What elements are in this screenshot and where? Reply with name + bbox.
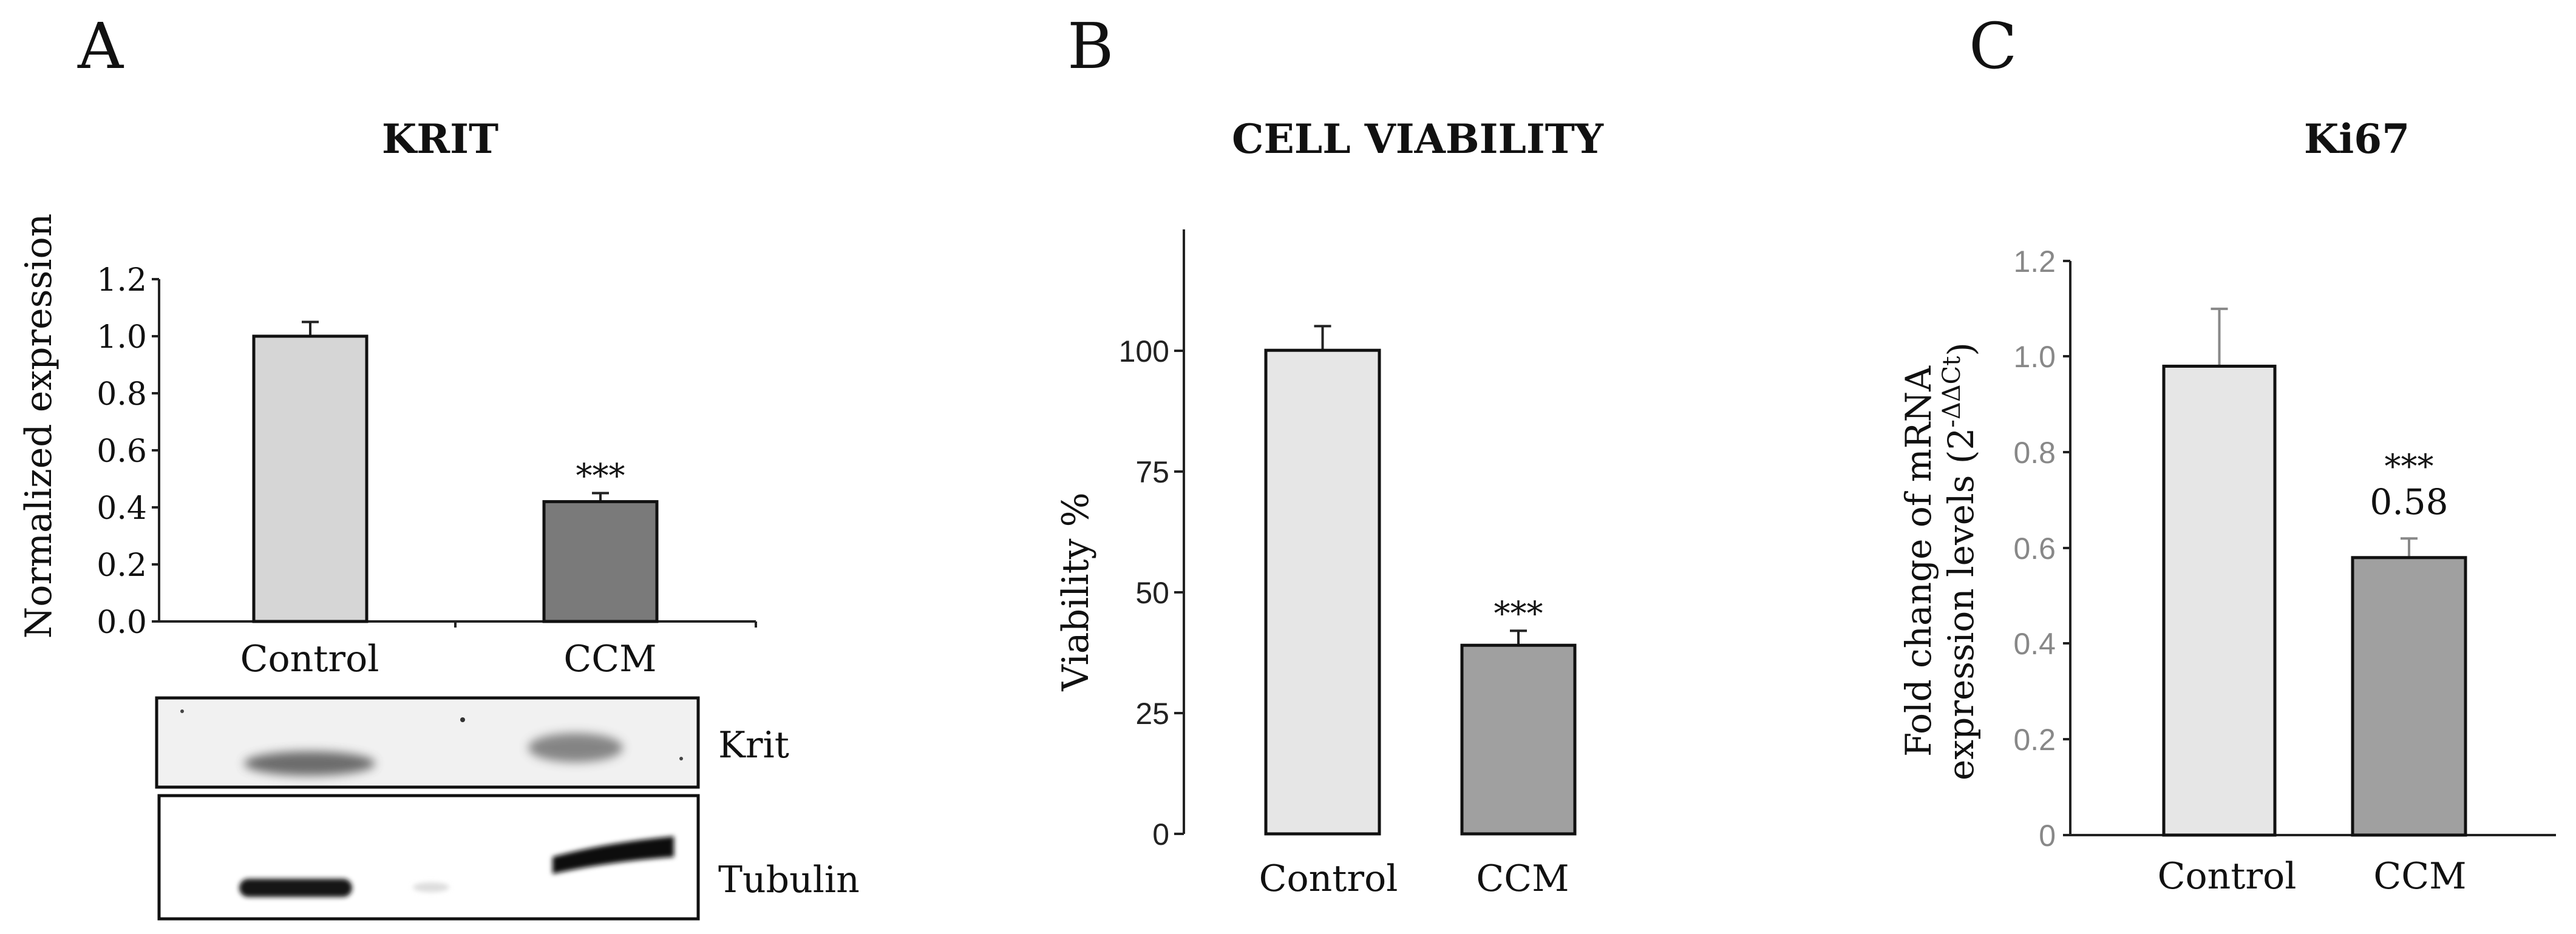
y-tick-label: 75	[1135, 455, 1169, 489]
y-axis-ticks: 0.0 0.2 0.4 0.6 0.8 1.0 1.2	[97, 262, 159, 641]
y-tick-label: 50	[1135, 576, 1169, 610]
y-tick: 1.0	[97, 319, 159, 356]
y-tick: 0.8	[2013, 436, 2070, 470]
chart-title: Ki67	[2304, 115, 2410, 163]
bar-group-ccm: *** CCM	[1460, 594, 1577, 900]
chart-title: CELL VIABILITY	[1232, 115, 1604, 163]
bar-ccm	[1460, 643, 1577, 836]
blot-band	[239, 879, 352, 897]
bar-ccm	[2351, 556, 2467, 837]
y-axis-ticks: 0 25 50 75 100	[1119, 334, 1184, 851]
y-tick-label: 0.2	[2013, 723, 2056, 757]
y-tick-label: 0.6	[97, 433, 147, 470]
blot-label-tubulin: Tubulin	[718, 859, 860, 901]
bar-control	[252, 334, 369, 623]
western-blot: Krit Tubulin	[155, 696, 860, 921]
y-tick: 75	[1135, 455, 1184, 489]
x-tick-label-control: Control	[2158, 855, 2297, 898]
blot-speck	[460, 717, 465, 722]
blot-band	[552, 836, 674, 874]
y-tick: 0.4	[97, 490, 159, 527]
y-tick-label: 1.0	[97, 319, 147, 356]
y-axis-label-line-2: expression levels (2-ΔΔCt)	[1938, 342, 1982, 780]
y-tick: 50	[1135, 576, 1184, 610]
chart-title: KRIT	[382, 115, 498, 163]
y-tick-label: 1.0	[2013, 340, 2056, 374]
blot-label-krit: Krit	[718, 724, 789, 766]
panel-a-krit: KRIT Normalized expression 0.0 0.2 0.4 0…	[18, 115, 860, 921]
y-tick: 0	[1152, 817, 1184, 851]
y-tick-label: 0.8	[2013, 436, 2056, 470]
panel-letter-a: A	[77, 9, 124, 83]
y-tick-label: 0.4	[97, 490, 147, 527]
y-axis-label-line-1: Fold change of mRNA	[1898, 365, 1939, 757]
bar-ccm	[542, 500, 659, 623]
bar-control	[1264, 348, 1381, 836]
y-tick-label: 0.8	[97, 376, 147, 413]
y-tick: 0.6	[97, 433, 159, 470]
bar-group-control: Control	[240, 320, 379, 680]
x-tick-label-control: Control	[240, 638, 379, 680]
blot-strip-tubulin: Tubulin	[157, 794, 860, 921]
blot-speck	[679, 757, 683, 760]
y-tick: 25	[1135, 697, 1184, 731]
panel-b-cell-viability: CELL VIABILITY Viability % 0 25 50 75 10…	[1055, 115, 1604, 900]
y-tick-label: 0.0	[97, 604, 147, 641]
panel-letter-b: B	[1067, 9, 1113, 83]
bar-group-control: Control	[2158, 307, 2297, 898]
significance-marker: ***	[1494, 594, 1543, 632]
blot-strip-krit: Krit	[155, 696, 789, 789]
y-tick: 0.4	[2013, 627, 2070, 661]
x-tick-label-ccm: CCM	[1476, 858, 1569, 900]
y-tick: 1.2	[97, 262, 159, 299]
bar-group-ccm: *** 0.58 CCM	[2351, 447, 2467, 898]
y-tick-label: 0.4	[2013, 627, 2056, 661]
y-tick: 0.8	[97, 376, 159, 413]
y-tick: 0.2	[97, 547, 159, 584]
y-tick: 1.2	[2013, 245, 2070, 279]
x-tick-label-ccm: CCM	[2373, 855, 2466, 898]
blot-band	[528, 733, 623, 762]
significance-marker: ***	[2385, 447, 2434, 486]
y-tick-label: 0.6	[2013, 532, 2056, 566]
y-tick-label: 0	[1152, 817, 1169, 851]
y-tick-label: 100	[1119, 334, 1169, 368]
bar-group-ccm: *** CCM	[542, 457, 659, 680]
y-tick-label: 1.2	[2013, 245, 2056, 279]
blot-speck	[180, 709, 184, 713]
x-tick-label-ccm: CCM	[563, 638, 656, 680]
bar-control	[2162, 364, 2277, 837]
panel-letter-c: C	[1969, 9, 2017, 83]
y-tick: 0	[2039, 819, 2070, 853]
panel-c-ki67: Ki67 Fold change of mRNA expression leve…	[1898, 115, 2556, 898]
y-axis-ticks: 0 0.2 0.4 0.6 0.8 1.0 1.2	[2013, 245, 2070, 853]
y-tick: 0.0	[97, 604, 159, 641]
blot-band	[413, 882, 449, 892]
y-tick: 0.2	[2013, 723, 2070, 757]
significance-marker: ***	[576, 457, 625, 495]
y-axis-label: Viability %	[1055, 492, 1097, 691]
bar-group-control: Control	[1259, 325, 1398, 900]
data-label-ccm: 0.58	[2370, 481, 2448, 523]
x-tick-label-control: Control	[1259, 858, 1398, 900]
y-tick-label: 1.2	[97, 262, 147, 299]
y-axis-label: Normalized expression	[18, 214, 60, 638]
y-tick: 0.6	[2013, 532, 2070, 566]
y-tick-label: 25	[1135, 697, 1169, 731]
y-tick-label: 0	[2039, 819, 2056, 853]
blot-band	[244, 751, 375, 776]
y-tick-label: 0.2	[97, 547, 147, 584]
y-tick: 1.0	[2013, 340, 2070, 374]
y-tick: 100	[1119, 334, 1184, 368]
